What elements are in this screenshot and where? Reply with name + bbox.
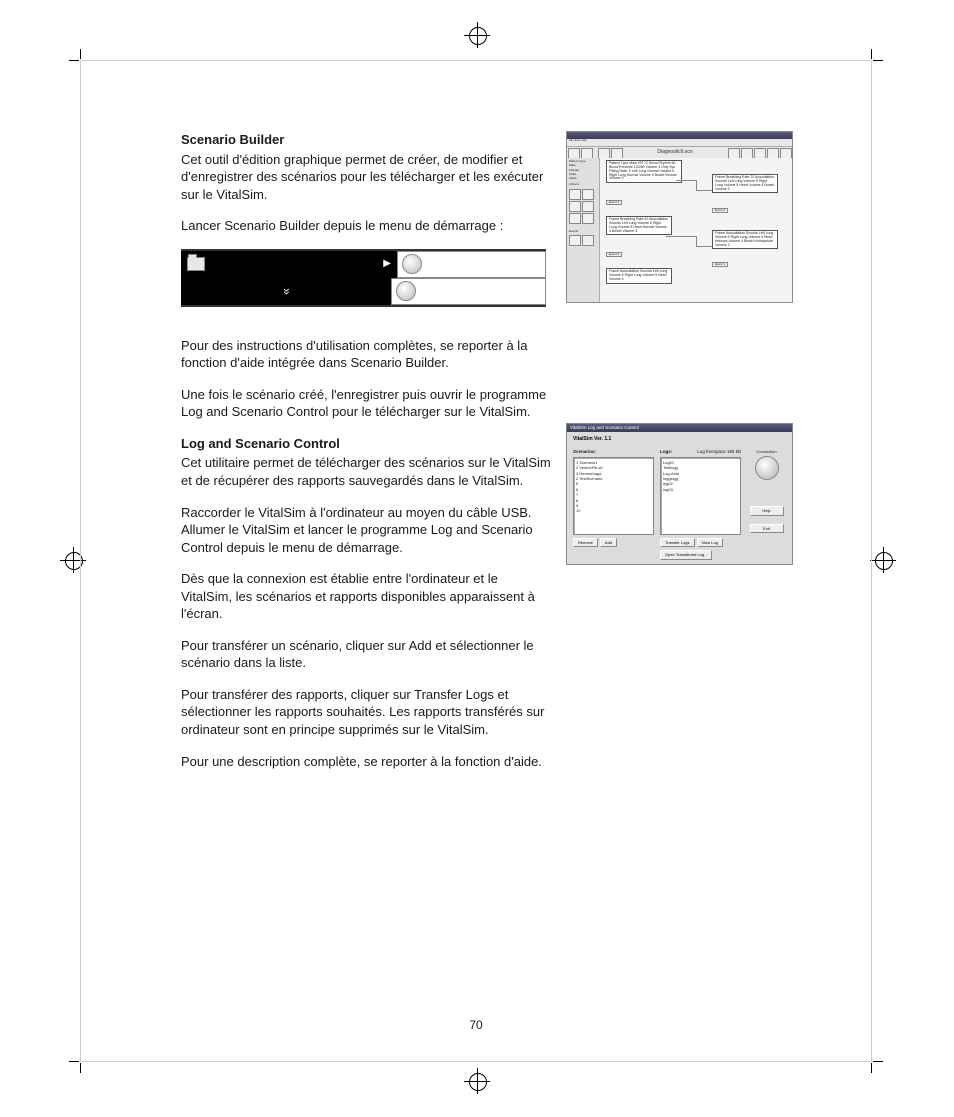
- submenu-arrow-icon: ▶: [383, 257, 391, 271]
- page-number: 70: [81, 1017, 871, 1033]
- p-sb1: Cet outil d'édition graphique permet de …: [181, 151, 551, 204]
- lsc-scenarios-panel: Scenarios: 1 Scenario1 2 VentricFib-ch 3…: [573, 449, 654, 560]
- toolbar-button: [568, 148, 580, 159]
- sb-event-button: Event 1: [712, 208, 728, 213]
- p-lsc5: Pour transférer des rapports, cliquer su…: [181, 686, 551, 739]
- panel-button: [569, 235, 581, 246]
- sb-node: Frame Auscultation Sounds Left Lung Volu…: [712, 230, 778, 249]
- panel-button: [582, 189, 594, 200]
- p-lsc2: Raccorder le VitalSim à l'ordinateur au …: [181, 504, 551, 557]
- p-sb4: Une fois le scénario créé, l'enregistrer…: [181, 386, 551, 421]
- view-log-button: View Log: [697, 538, 723, 547]
- sb-canvas: Patient Type Male HR 72 Sinus Rhythm 60 …: [600, 158, 792, 302]
- p-lsc1: Cet utilitaire permet de télécharger des…: [181, 454, 551, 489]
- sb-event-button: Event 1: [606, 200, 622, 205]
- p-lsc3: Dès que la connexion est établie entre l…: [181, 570, 551, 623]
- sb-filename: Diagnostic6.scn: [623, 150, 727, 156]
- p-lsc6: Pour une description complète, se report…: [181, 753, 551, 771]
- toolbar-button: [767, 148, 779, 159]
- sb-event-button: Event 1: [712, 262, 728, 267]
- panel-button: [569, 213, 581, 224]
- remove-button: Remove: [573, 538, 598, 547]
- connection-icon: [755, 456, 779, 480]
- figure-scenario-builder: File Edit Help Diagnostic6.scn: [566, 131, 793, 303]
- lsc-logs-panel: Logs: Log freespace 155 kB Log01 Testlog…: [660, 449, 741, 560]
- lsc-scenarios-list: 1 Scenario1 2 VentricFib-ch 3 Hemorrhage…: [573, 457, 654, 535]
- lsc-version: VitalSim Ver. 1.1: [573, 436, 786, 443]
- sb-event-button: Event 1: [606, 252, 622, 257]
- sb-node: Frame Breathing Rate 20 Auscultation Sou…: [712, 174, 778, 193]
- reg-mark-bottom: [464, 1068, 490, 1094]
- heading-log-scenario-control: Log and Scenario Control: [181, 435, 551, 453]
- page-frame: Scenario Builder Cet outil d'édition gra…: [80, 60, 872, 1062]
- reg-mark-right: [870, 547, 896, 573]
- toolbar-button: [741, 148, 753, 159]
- start-menu-item-2: [391, 278, 546, 305]
- sb-node: Frame Auscultation Sounds Left Lung Volu…: [606, 268, 672, 284]
- heading-scenario-builder: Scenario Builder: [181, 131, 551, 149]
- sb-left-panel: Patient Type Male Female Child Infant Ac…: [567, 158, 600, 302]
- open-transferred-log-button: Open Transferred Log...: [660, 550, 712, 559]
- connection-label: Connection: [747, 449, 786, 454]
- sb-titlebar: [567, 132, 792, 139]
- figure-log-scenario-control: VitalSim Log and Scenario Control VitalS…: [566, 423, 793, 565]
- lsc-logs-list: Log01 Testlogg Log-Arild logglogg log02 …: [660, 457, 741, 535]
- start-menu-figure: ▶ »: [181, 249, 546, 307]
- app-icon: [402, 254, 422, 274]
- start-menu-item-1: [397, 251, 546, 278]
- start-menu-folder: ▶: [181, 251, 397, 278]
- toolbar-button: [728, 148, 740, 159]
- help-button: Help: [750, 506, 784, 515]
- panel-button: [582, 213, 594, 224]
- sb-node: Patient Type Male HR 72 Sinus Rhythm 60 …: [606, 160, 682, 183]
- toolbar-button: [780, 148, 792, 159]
- reg-mark-top: [464, 22, 490, 48]
- sb-node: Frame Breathing Rate 40 Auscultation Sou…: [606, 216, 672, 235]
- add-button: Add: [600, 538, 617, 547]
- toolbar-button: [611, 148, 623, 159]
- panel-button: [582, 235, 594, 246]
- p-sb2: Lancer Scenario Builder depuis le menu d…: [181, 217, 551, 235]
- panel-button: [582, 201, 594, 212]
- toolbar-button: [598, 148, 610, 159]
- p-sb3: Pour des instructions d'utilisation comp…: [181, 337, 551, 372]
- toolbar-button: [581, 148, 593, 159]
- exit-button: Exit: [750, 524, 784, 533]
- folder-icon: [187, 257, 205, 271]
- app-icon: [396, 281, 416, 301]
- transfer-logs-button: Transfer Logs: [660, 538, 695, 547]
- panel-button: [569, 201, 581, 212]
- start-menu-expand: »: [181, 278, 391, 305]
- panel-button: [569, 189, 581, 200]
- p-lsc4: Pour transférer un scénario, cliquer sur…: [181, 637, 551, 672]
- toolbar-button: [754, 148, 766, 159]
- sb-menubar: File Edit Help: [567, 139, 792, 147]
- lsc-right-column: Connection Help Exit: [747, 449, 786, 560]
- lsc-titlebar: VitalSim Log and Scenario Control: [567, 424, 792, 432]
